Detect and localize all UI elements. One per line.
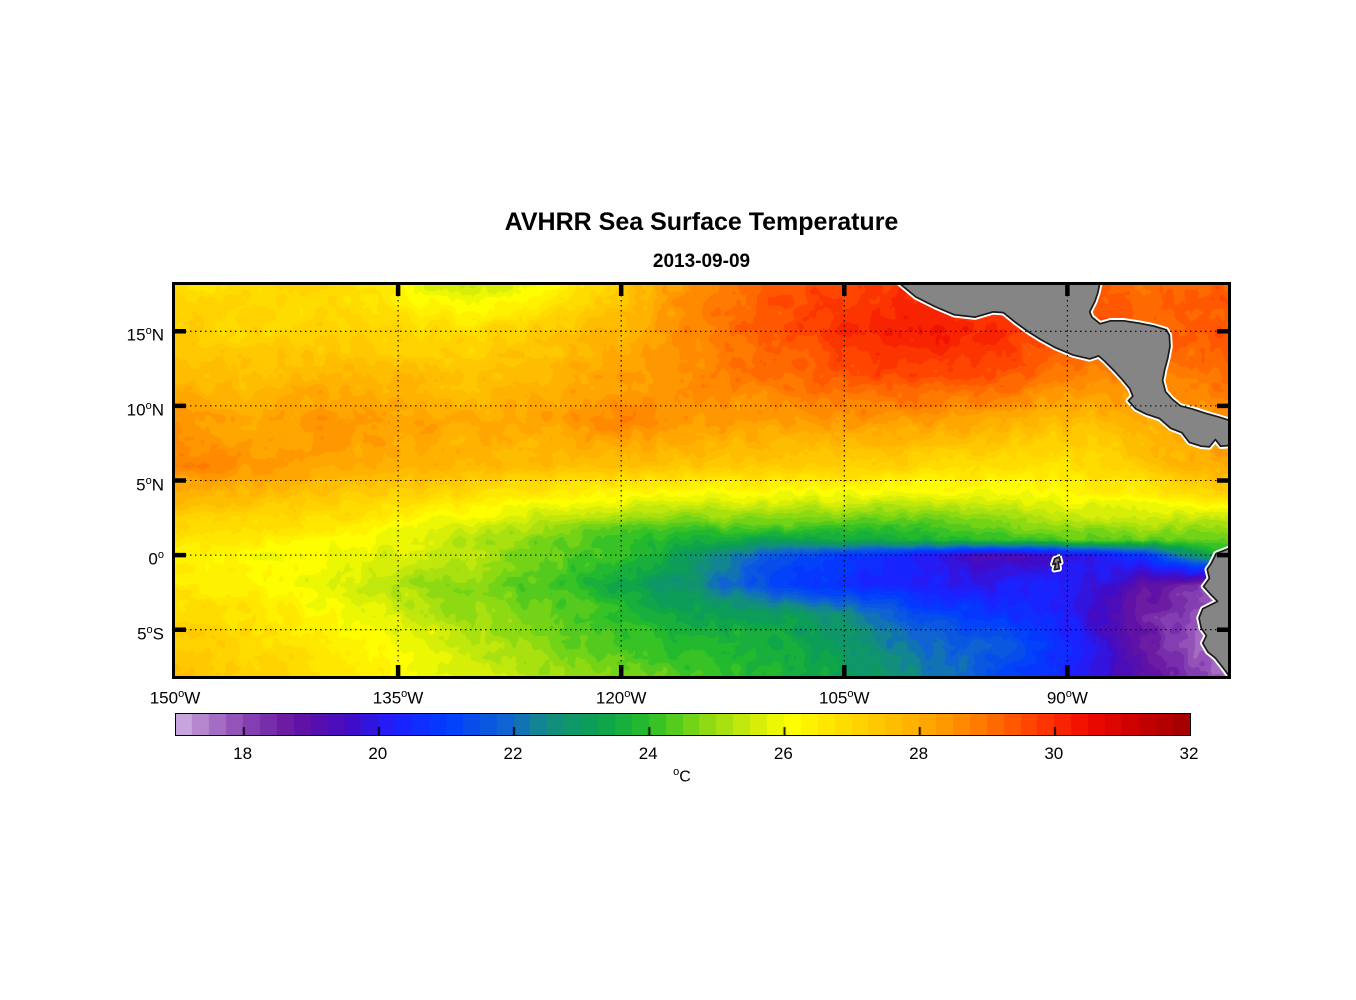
colorbar-canvas [176, 714, 1190, 735]
tick-top [618, 285, 624, 296]
tick-bottom [842, 665, 847, 676]
map-overlay [175, 285, 1228, 676]
tick-top [395, 285, 401, 296]
chart-subtitle: 2013-09-09 [652, 251, 751, 272]
ytick-label: 15oN [126, 325, 164, 345]
colorbar-unit-label: oC [673, 766, 691, 786]
tick-left [175, 329, 186, 334]
tick-right [1217, 329, 1228, 334]
ytick-label: 5oN [136, 474, 164, 495]
tick-top [1065, 285, 1070, 296]
colorbar-tick-label: 20 [368, 744, 388, 763]
map-plot-area [172, 282, 1231, 679]
tick-right [1217, 403, 1228, 409]
tick-left [175, 403, 186, 409]
tick-right [1217, 552, 1228, 558]
ytick-label: 10oN [126, 399, 164, 420]
central_america-landmass [900, 285, 1228, 448]
xtick-label: 120oW [595, 688, 647, 708]
tick-left [175, 552, 186, 558]
colorbar-tick-label: 24 [638, 744, 658, 763]
colorbar-tick-label: 32 [1179, 744, 1199, 763]
colorbar [175, 713, 1191, 736]
colorbar-tick-label: 18 [233, 744, 253, 763]
xtick-label: 90oW [1046, 688, 1088, 708]
tick-left [175, 478, 186, 483]
ytick-label: 5oS [137, 623, 164, 644]
colorbar-tick-label: 22 [503, 744, 523, 763]
colorbar-tick-label: 26 [773, 744, 793, 763]
tick-bottom [395, 665, 401, 676]
tick-right [1217, 627, 1228, 632]
galapagos-landmass [1051, 556, 1062, 571]
south_america-landmass [1198, 547, 1228, 676]
ytick-label: 0o [148, 549, 164, 569]
tick-top [842, 285, 847, 296]
tick-bottom [618, 665, 624, 676]
tick-bottom [1065, 665, 1070, 676]
xtick-label: 105oW [818, 688, 870, 708]
colorbar-tick-label: 30 [1044, 744, 1064, 763]
tick-right [1217, 478, 1228, 483]
xtick-label: 150oW [149, 688, 201, 708]
tick-left [175, 627, 186, 632]
colorbar-tick-label: 28 [909, 744, 929, 763]
chart-title: AVHRR Sea Surface Temperature [504, 208, 899, 236]
xtick-label: 135oW [372, 688, 424, 708]
